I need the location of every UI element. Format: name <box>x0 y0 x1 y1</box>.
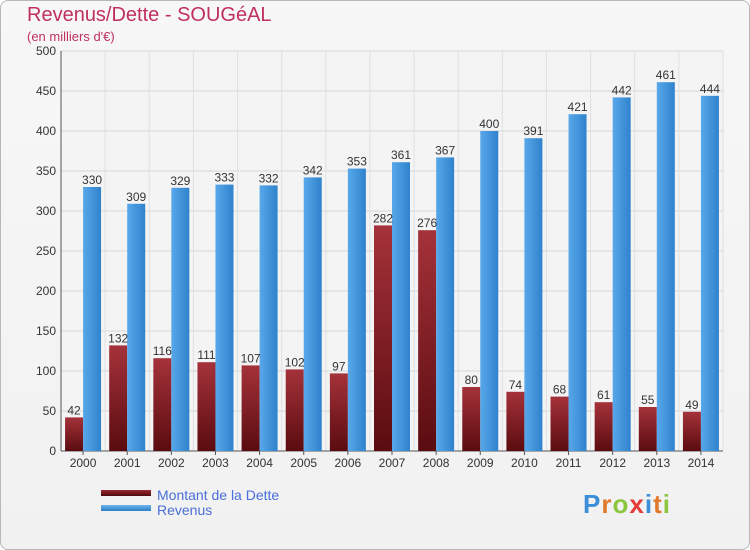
legend-label-revenus: Revenus <box>157 502 213 518</box>
legend-swatch-revenus <box>101 505 151 511</box>
x-tick-label: 2006 <box>335 456 362 470</box>
revenus-bar <box>83 187 102 451</box>
revenus-value-label: 309 <box>126 190 146 204</box>
x-tick-label: 2012 <box>599 456 626 470</box>
y-tick-label: 350 <box>36 164 56 178</box>
revenus-value-label: 353 <box>347 155 367 169</box>
revenus-bar <box>171 187 190 452</box>
revenus-value-label: 329 <box>170 174 190 188</box>
revenus-bar <box>259 185 278 451</box>
debt-bar <box>285 369 304 451</box>
debt-value-label: 102 <box>285 355 305 369</box>
y-tick-label: 400 <box>36 124 56 138</box>
revenus-value-label: 361 <box>391 148 411 162</box>
x-tick-label: 2007 <box>379 456 406 470</box>
chart-subtitle: (en milliers d'€) <box>27 29 115 44</box>
revenus-value-label: 333 <box>214 171 234 185</box>
legend-label-dette: Montant de la Dette <box>157 487 280 503</box>
debt-value-label: 276 <box>417 216 437 230</box>
debt-value-label: 107 <box>241 351 261 365</box>
revenus-bar <box>215 184 234 451</box>
debt-bar <box>462 387 481 451</box>
debt-value-label: 132 <box>108 331 128 345</box>
y-tick-label: 100 <box>36 364 56 378</box>
debt-bar <box>638 407 657 451</box>
chart-title: Revenus/Dette - SOUGéAL <box>27 4 272 26</box>
x-tick-label: 2005 <box>290 456 317 470</box>
debt-value-label: 116 <box>153 344 172 358</box>
revenus-bar <box>480 131 499 451</box>
proxiti-logo: Proxiti <box>583 489 671 519</box>
debt-bar <box>197 362 216 451</box>
debt-value-label: 68 <box>553 383 567 397</box>
x-tick-label: 2011 <box>556 456 582 470</box>
revenus-value-label: 391 <box>523 124 543 138</box>
debt-bar <box>109 345 128 451</box>
debt-bar <box>241 365 260 451</box>
revenus-bar <box>700 95 719 452</box>
x-tick-label: 2000 <box>70 456 97 470</box>
revenus-bar <box>392 162 410 451</box>
debt-value-label: 282 <box>373 211 393 225</box>
revenus-bar <box>303 177 322 451</box>
y-tick-label: 450 <box>36 84 56 98</box>
revenus-value-label: 330 <box>82 173 102 187</box>
x-tick-label: 2008 <box>423 456 450 470</box>
revenus-bar <box>127 203 146 451</box>
revenus-value-label: 442 <box>612 83 632 97</box>
debt-bar <box>153 358 172 451</box>
revenus-bar <box>524 138 543 451</box>
debt-bar <box>65 417 84 451</box>
revenus-bar <box>347 168 366 451</box>
revenus-bar <box>656 82 675 451</box>
debt-value-label: 55 <box>641 393 655 407</box>
y-tick-label: 200 <box>36 284 56 298</box>
x-tick-label: 2002 <box>158 456 185 470</box>
x-tick-label: 2003 <box>202 456 229 470</box>
y-tick-label: 300 <box>36 204 56 218</box>
debt-value-label: 74 <box>509 378 523 392</box>
debt-value-label: 80 <box>465 373 479 387</box>
revenus-value-label: 367 <box>435 143 455 157</box>
revenus-value-label: 332 <box>259 171 279 185</box>
debt-value-label: 97 <box>332 359 346 373</box>
y-tick-label: 250 <box>36 244 56 258</box>
revenus-bar <box>436 157 455 451</box>
debt-value-label: 42 <box>67 403 81 417</box>
x-tick-label: 2004 <box>246 456 273 470</box>
debt-bar <box>682 411 701 451</box>
y-tick-label: 500 <box>36 44 56 58</box>
x-tick-label: 2001 <box>114 456 141 470</box>
revenus-value-label: 342 <box>303 163 323 177</box>
x-tick-label: 2010 <box>511 456 538 470</box>
revenus-value-label: 461 <box>656 68 676 82</box>
debt-value-label: 111 <box>197 348 216 362</box>
debt-bar <box>550 396 569 451</box>
debt-value-label: 61 <box>597 388 611 402</box>
revenus-bar <box>568 114 587 451</box>
debt-bar <box>418 230 437 451</box>
revenus-value-label: 421 <box>568 100 588 114</box>
debt-value-label: 49 <box>685 398 699 412</box>
y-tick-label: 150 <box>36 324 56 338</box>
y-tick-label: 50 <box>43 404 57 418</box>
debt-bar <box>329 373 348 451</box>
y-tick-label: 0 <box>49 444 56 458</box>
legend-swatch-dette <box>101 490 151 496</box>
x-tick-label: 2013 <box>643 456 670 470</box>
revenus-value-label: 400 <box>479 117 499 131</box>
x-tick-label: 2009 <box>467 456 494 470</box>
debt-bar <box>374 225 392 451</box>
revenus-bar <box>612 97 631 452</box>
revenus-value-label: 444 <box>700 82 720 96</box>
debt-bar <box>594 402 613 451</box>
x-tick-label: 2014 <box>688 456 715 470</box>
debt-bar <box>506 391 525 451</box>
